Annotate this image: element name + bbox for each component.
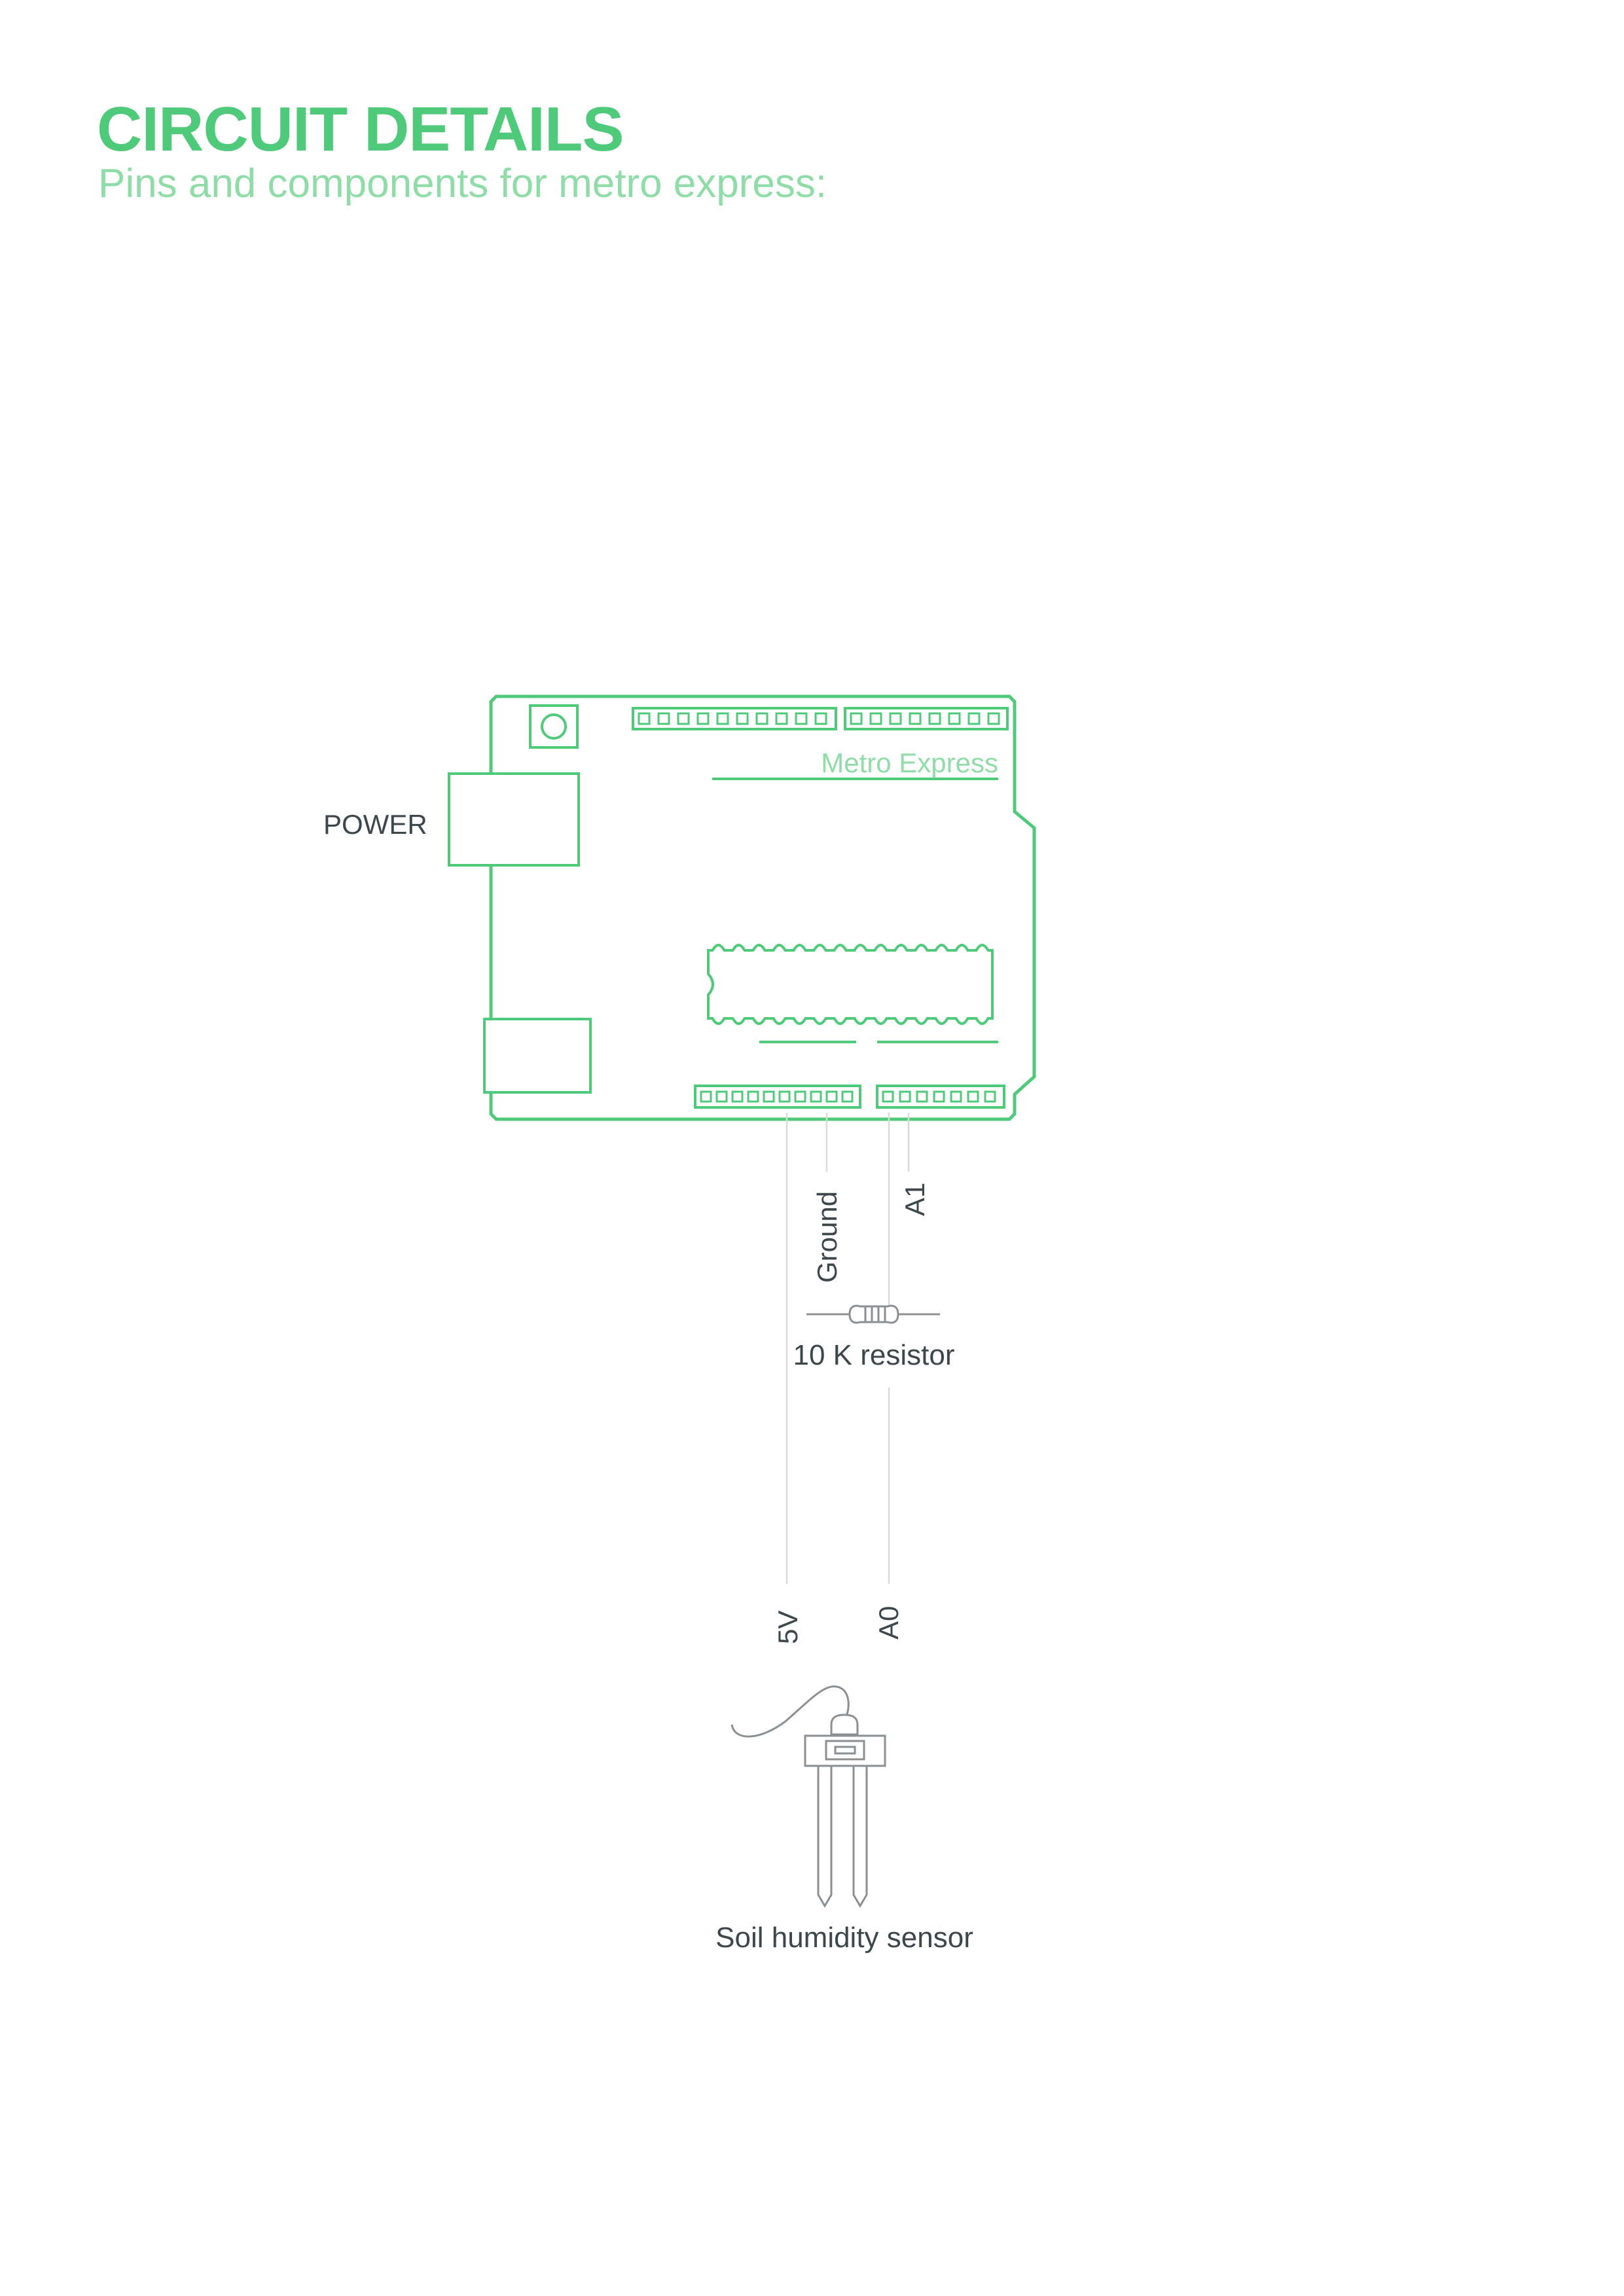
header-pin [814,712,827,725]
header-pin [763,1090,775,1103]
header-pin [795,712,808,725]
header-pin [967,1090,979,1103]
header-pin [657,712,670,725]
a0-label: A0 [873,1606,904,1640]
header-pin [948,712,961,725]
top-header-left [632,707,837,730]
soil-humidity-sensor [731,1685,886,1908]
header-pin [700,1090,712,1103]
bottom-header-analog [876,1085,1005,1109]
sensor-connector [830,1713,859,1736]
header-pin [967,712,981,725]
header-pin [869,712,882,725]
sensor-label: Soil humidity sensor [715,1922,973,1954]
sensor-cable [731,1685,850,1738]
header-pin [882,1090,894,1103]
header-pin [778,1090,791,1103]
header-pin [716,712,729,725]
bottom-header-power [694,1085,861,1109]
ground-label: Ground [812,1191,842,1283]
page-title: CIRCUIT DETAILS [97,94,624,164]
header-pin [715,1090,728,1103]
5v-label: 5V [772,1611,803,1644]
wires [785,1113,910,1584]
metro-express-board [448,694,1036,1121]
header-pin [928,712,941,725]
header-pin [731,1090,744,1103]
mounting-hole-frame [529,704,579,749]
header-pin [899,1090,911,1103]
board-name: Metro Express [821,747,998,778]
header-pin [794,1090,806,1103]
power-label: POWER [323,809,427,840]
resistor [806,1304,940,1324]
header-pin [916,1090,928,1103]
header-pin [736,712,749,725]
a1-label: A1 [899,1183,930,1216]
usb-port [483,1018,592,1094]
header-pin [775,712,788,725]
header-pin [747,1090,759,1103]
sensor-prong-left [817,1765,833,1908]
header-pin [825,1090,838,1103]
header-pin [638,712,651,725]
header-pin [950,1090,962,1103]
header-pin [677,712,690,725]
header-pin [755,712,768,725]
header-pin [696,712,710,725]
header-pin [933,1090,945,1103]
header-pin [909,712,922,725]
sensor-prong-right [852,1765,868,1908]
page-subtitle: Pins and components for metro express: [98,161,827,206]
header-pin [987,712,1000,725]
top-header-right [844,707,1009,730]
resistor-label: 10 K resistor [793,1339,955,1371]
header-pin [810,1090,822,1103]
power-jack [448,772,580,867]
header-pin [889,712,902,725]
board-outline [489,694,1036,1121]
header-pin [841,1090,854,1103]
header-pin [850,712,863,725]
header-pin [984,1090,996,1103]
mounting-hole [541,713,567,740]
microcontroller-chip [707,944,994,1025]
